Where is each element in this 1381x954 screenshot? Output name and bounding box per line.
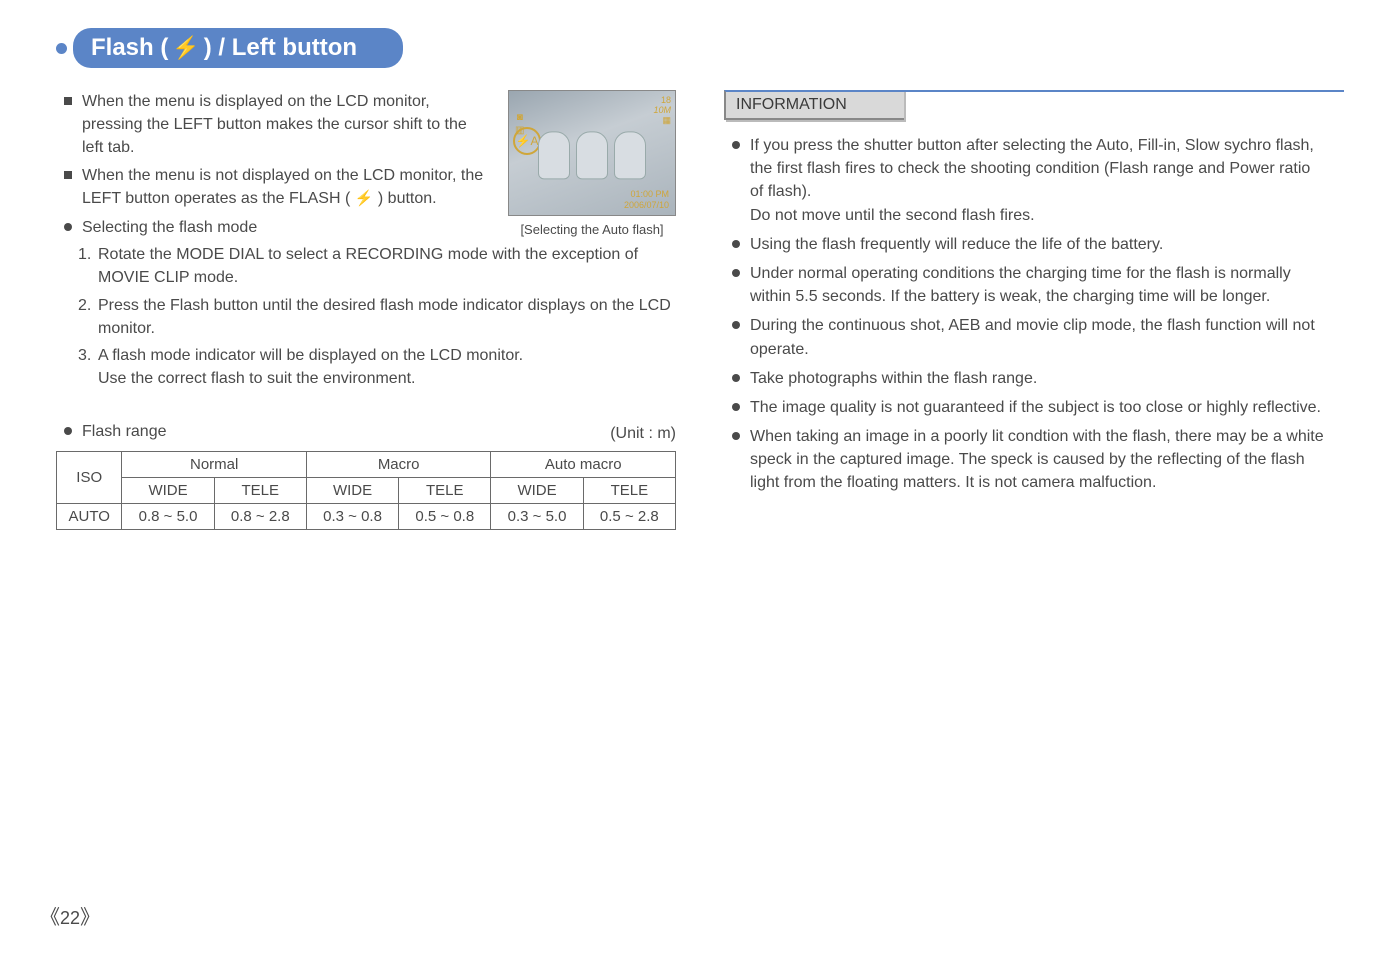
preview-subjects (538, 131, 646, 179)
flash-range-table: ISO Normal Macro Auto macro WIDE TELE WI… (56, 451, 676, 530)
info-item: When taking an image in a poorly lit con… (732, 425, 1325, 495)
flash-range-unit: (Unit : m) (610, 425, 676, 443)
flash-auto-icon: ⚡A (516, 134, 539, 148)
flash-range-header: Flash range (Unit : m) (56, 420, 676, 443)
flash-icon: ⚡ (172, 35, 199, 61)
table-row: ISO Normal Macro Auto macro (57, 452, 676, 478)
shots-left: 18 (661, 95, 671, 105)
information-heading: INFORMATION (724, 90, 904, 120)
step-number: 2. (78, 294, 98, 340)
step-text: Rotate the MODE DIAL to select a RECORDI… (98, 243, 676, 289)
step-1: 1. Rotate the MODE DIAL to select a RECO… (78, 243, 676, 289)
step-text: A flash mode indicator will be displayed… (98, 344, 523, 390)
info-item: Using the flash frequently will reduce t… (732, 233, 1325, 256)
title-prefix: Flash ( (91, 34, 168, 62)
step-number: 1. (78, 243, 98, 289)
circle-bullet-icon (732, 403, 740, 411)
bullet-text: When the menu is displayed on the LCD mo… (82, 90, 492, 160)
circle-bullet-icon (64, 427, 72, 435)
td-value: 0.8 ~ 2.8 (214, 504, 306, 530)
td-value: 0.8 ~ 5.0 (122, 504, 214, 530)
lcd-top-overlay: 18 10M ▦ (513, 95, 671, 126)
right-column: INFORMATION If you press the shutter but… (724, 90, 1325, 530)
page-title-row: Flash ( ⚡ ) / Left button (56, 28, 1325, 68)
circle-bullet-icon (64, 223, 72, 231)
page-number: 《22》 (40, 901, 100, 930)
table-row: WIDE TELE WIDE TELE WIDE TELE (57, 478, 676, 504)
step-3: 3. A flash mode indicator will be displa… (78, 344, 676, 390)
circle-bullet-icon (732, 432, 740, 440)
square-bullet-icon (64, 97, 72, 105)
preview-person (538, 131, 570, 179)
bracket-open: 《 (40, 907, 60, 929)
info-text: When taking an image in a poorly lit con… (750, 425, 1325, 495)
quality-icon: ▦ (662, 115, 671, 125)
circle-bullet-icon (732, 374, 740, 382)
td-value: 0.5 ~ 0.8 (399, 504, 491, 530)
bullet-text: Selecting the flash mode (82, 216, 492, 239)
th-wide: WIDE (306, 478, 398, 504)
circle-bullet-icon (732, 321, 740, 329)
info-text: During the continuous shot, AEB and movi… (750, 314, 1325, 360)
title-dot (56, 43, 67, 54)
info-item: During the continuous shot, AEB and movi… (732, 314, 1325, 360)
flash-range-label: Flash range (82, 420, 167, 443)
th-tele: TELE (214, 478, 306, 504)
th-auto-macro: Auto macro (491, 452, 676, 478)
numbered-steps: 1. Rotate the MODE DIAL to select a RECO… (56, 243, 676, 390)
circle-bullet-icon (732, 269, 740, 277)
page-title: Flash ( ⚡ ) / Left button (73, 28, 403, 68)
thumbnail-caption: [Selecting the Auto flash] (508, 222, 676, 237)
circle-bullet-icon (732, 141, 740, 149)
td-value: 0.5 ~ 2.8 (583, 504, 675, 530)
info-item: Take photographs within the flash range. (732, 367, 1325, 390)
bullet-selecting-flash: Selecting the flash mode (64, 216, 492, 239)
th-wide: WIDE (122, 478, 214, 504)
preview-person (614, 131, 646, 179)
flash-mode-ring-icon: ⚡A (513, 127, 541, 155)
bullet-menu-displayed: When the menu is displayed on the LCD mo… (64, 90, 492, 160)
lcd-time: 01:00 PM (624, 189, 669, 200)
square-bullet-icon (64, 171, 72, 179)
table-row: AUTO 0.8 ~ 5.0 0.8 ~ 2.8 0.3 ~ 0.8 0.5 ~… (57, 504, 676, 530)
info-text: The image quality is not guaranteed if t… (750, 396, 1325, 419)
step-2: 2. Press the Flash button until the desi… (78, 294, 676, 340)
preview-person (576, 131, 608, 179)
lcd-datetime: 01:00 PM 2006/07/10 (624, 189, 669, 211)
image-size: 10M (653, 105, 671, 115)
step-number: 3. (78, 344, 98, 390)
thumbnail-block: ◙ ▥ 18 10M ▦ ⚡A (508, 90, 676, 237)
th-tele: TELE (399, 478, 491, 504)
title-suffix: ) / Left button (204, 34, 357, 62)
th-tele: TELE (583, 478, 675, 504)
page-number-value: 22 (60, 908, 80, 928)
content-columns: ◙ ▥ 18 10M ▦ ⚡A (56, 90, 1325, 530)
th-wide: WIDE (491, 478, 583, 504)
info-text: Using the flash frequently will reduce t… (750, 233, 1325, 256)
td-value: 0.3 ~ 5.0 (491, 504, 583, 530)
flash-icon: ⚡ (355, 190, 374, 207)
th-normal: Normal (122, 452, 307, 478)
td-value: 0.3 ~ 0.8 (306, 504, 398, 530)
flash-range-label-row: Flash range (64, 420, 167, 443)
circle-bullet-icon (732, 240, 740, 248)
info-text: If you press the shutter button after se… (750, 134, 1325, 227)
info-text: Under normal operating conditions the ch… (750, 262, 1325, 308)
info-item: If you press the shutter button after se… (732, 134, 1325, 227)
th-iso: ISO (57, 452, 122, 504)
bracket-close: 》 (80, 907, 100, 929)
information-list: If you press the shutter button after se… (724, 134, 1325, 495)
step-text: Press the Flash button until the desired… (98, 294, 676, 340)
left-column: ◙ ▥ 18 10M ▦ ⚡A (56, 90, 676, 530)
th-macro: Macro (306, 452, 491, 478)
info-text: Take photographs within the flash range. (750, 367, 1325, 390)
info-item: Under normal operating conditions the ch… (732, 262, 1325, 308)
td-auto: AUTO (57, 504, 122, 530)
info-item: The image quality is not guaranteed if t… (732, 396, 1325, 419)
lcd-date: 2006/07/10 (624, 200, 669, 211)
bullet-menu-not-displayed: When the menu is not displayed on the LC… (64, 164, 492, 210)
lcd-preview: ◙ ▥ 18 10M ▦ ⚡A (508, 90, 676, 216)
bullet-text: When the menu is not displayed on the LC… (82, 164, 492, 210)
